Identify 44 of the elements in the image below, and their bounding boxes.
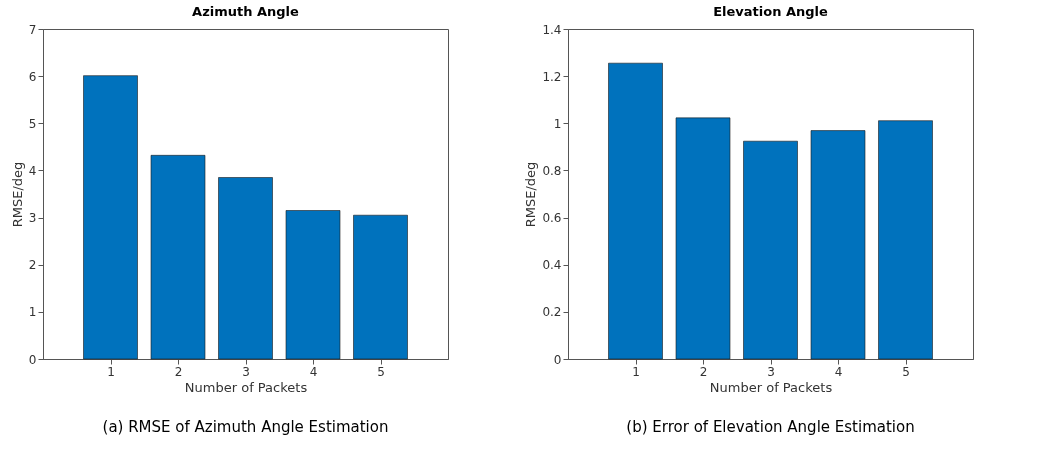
bar: [83, 75, 138, 360]
y-tick-label: 3: [28, 211, 37, 226]
bar: [743, 140, 798, 360]
x-tick-label: 2: [174, 364, 183, 379]
bar: [285, 210, 341, 360]
y-axis-title: RMSE/deg: [9, 161, 25, 228]
chart-title: Azimuth Angle: [192, 4, 300, 19]
y-tick-label: 7: [28, 22, 37, 37]
y-tick-label: 1: [553, 116, 562, 131]
x-tick-label: 4: [309, 364, 318, 379]
y-tick-label: 0.2: [542, 305, 562, 320]
text: (b) Error of Elevation Angle Estimation: [626, 418, 915, 436]
x-tick-label: 1: [107, 364, 115, 379]
chart-title: Elevation Angle: [713, 4, 829, 19]
x-tick-label: 3: [767, 364, 775, 379]
bar: [150, 155, 206, 360]
y-tick-label: 0.6: [542, 211, 562, 226]
y-tick-label: 2: [28, 258, 37, 273]
y-tick-label: 1.2: [542, 69, 562, 84]
y-tick-label: 6: [28, 69, 37, 84]
text: (a) RMSE of Azimuth Angle Estimation: [102, 418, 389, 436]
x-axis-title: Number of Packets: [709, 379, 833, 395]
y-tick-label: 0.4: [542, 258, 562, 273]
bar: [878, 120, 933, 360]
y-tick-label: 0: [28, 352, 37, 367]
y-tick-label: 5: [28, 116, 37, 131]
y-tick-label: 4: [28, 163, 37, 178]
y-axis-title: RMSE/deg: [523, 161, 539, 228]
x-tick-label: 3: [242, 364, 250, 379]
bar: [353, 214, 408, 360]
x-tick-label: 5: [902, 364, 910, 379]
x-tick-label: 2: [699, 364, 708, 379]
y-tick-label: 0.8: [542, 163, 562, 178]
bar: [675, 117, 731, 360]
x-tick-label: 1: [632, 364, 640, 379]
y-tick-label: 1: [28, 305, 37, 320]
bar: [608, 62, 663, 360]
y-tick-label: 0: [553, 352, 562, 367]
bar: [218, 177, 273, 360]
x-tick-label: 5: [377, 364, 385, 379]
bar: [810, 130, 866, 360]
x-axis-title: Number of Packets: [184, 379, 308, 395]
x-tick-label: 4: [834, 364, 843, 379]
y-tick-label: 1.4: [542, 22, 562, 37]
